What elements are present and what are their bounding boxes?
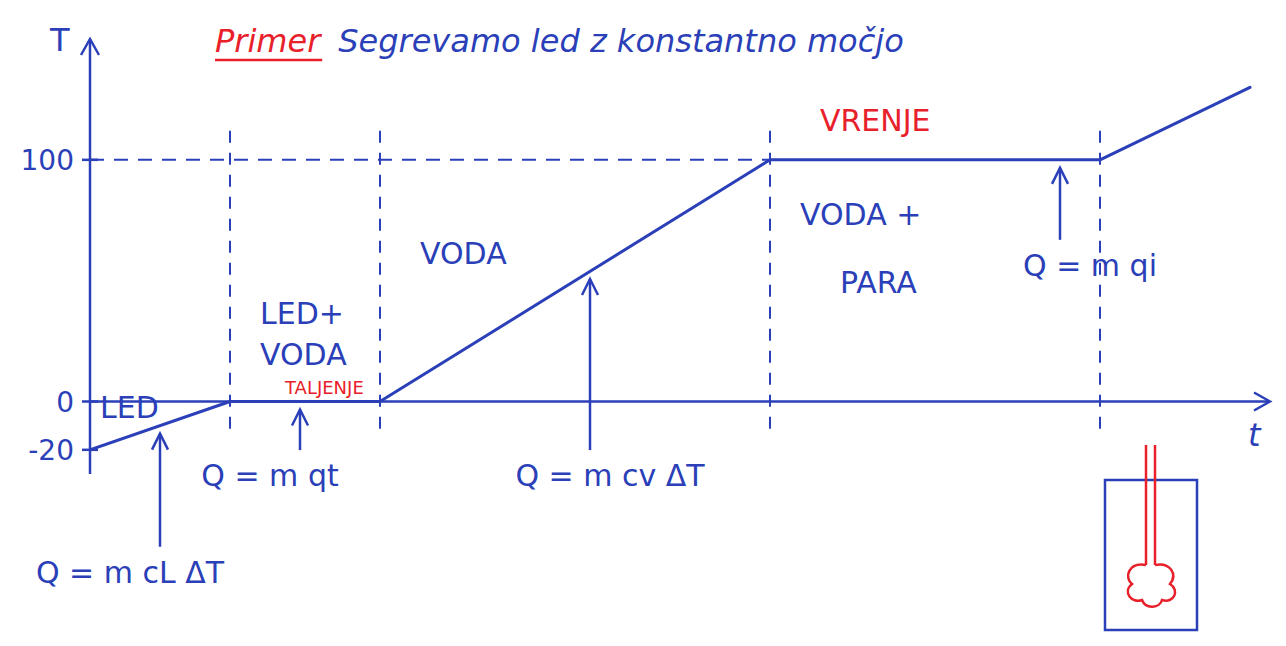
phase-label: PARA [840,265,917,300]
grid-line-x [769,131,771,431]
y-tick [82,400,98,403]
phase-label: VODA [420,236,507,271]
formula: Q = m qi [1023,248,1157,283]
x-axis-title: t [1248,416,1262,454]
y-tick-label: 100 [21,144,74,177]
heater-icon [1105,445,1197,630]
formula: Q = m qt [201,458,339,493]
heater-coil [1128,565,1175,607]
plot-marks [90,87,1250,450]
heater-rod [1154,445,1157,565]
formula-arrowhead [1052,168,1068,184]
heating-curve [90,87,1250,450]
y-axis-title: T [49,21,70,59]
grid-line-x [229,131,231,431]
heater-rod [1145,445,1148,565]
formula-arrowhead [292,410,308,426]
formula: Q = m cL ΔT [36,555,225,590]
formula-arrowhead [152,434,168,450]
y-tick-label: 0 [56,386,74,419]
y-tick-label: -20 [28,434,74,467]
chart: Primer Segrevamo led z konstantno močjo Tt… [0,0,1286,646]
y-axis-arrow [81,39,99,55]
background [0,0,1286,646]
formula-arrowhead [582,279,598,295]
x-axis-arrow [1254,393,1270,411]
y-tick [82,159,98,162]
phase-label: VODA + [800,197,921,232]
vessel [1105,480,1197,630]
grid-line-x [379,131,381,431]
phase-label: TALJENJE [284,377,364,398]
formula-arrow [299,410,302,451]
formula-arrow [159,434,162,547]
title-prefix: Primer [215,22,322,60]
phase-label: VRENJE [820,103,931,138]
y-axis [89,39,92,474]
formula: Q = m cv ΔT [515,458,705,493]
title-underline [215,59,322,62]
phase-label: LED+ [260,296,344,331]
phase-label: VODA [260,337,347,372]
phase-label: LED [100,390,159,425]
title: Segrevamo led z konstantno močjo [338,22,904,60]
formula-arrow [589,279,592,450]
grid-line-y [90,159,770,161]
formula-arrow [1059,168,1062,240]
